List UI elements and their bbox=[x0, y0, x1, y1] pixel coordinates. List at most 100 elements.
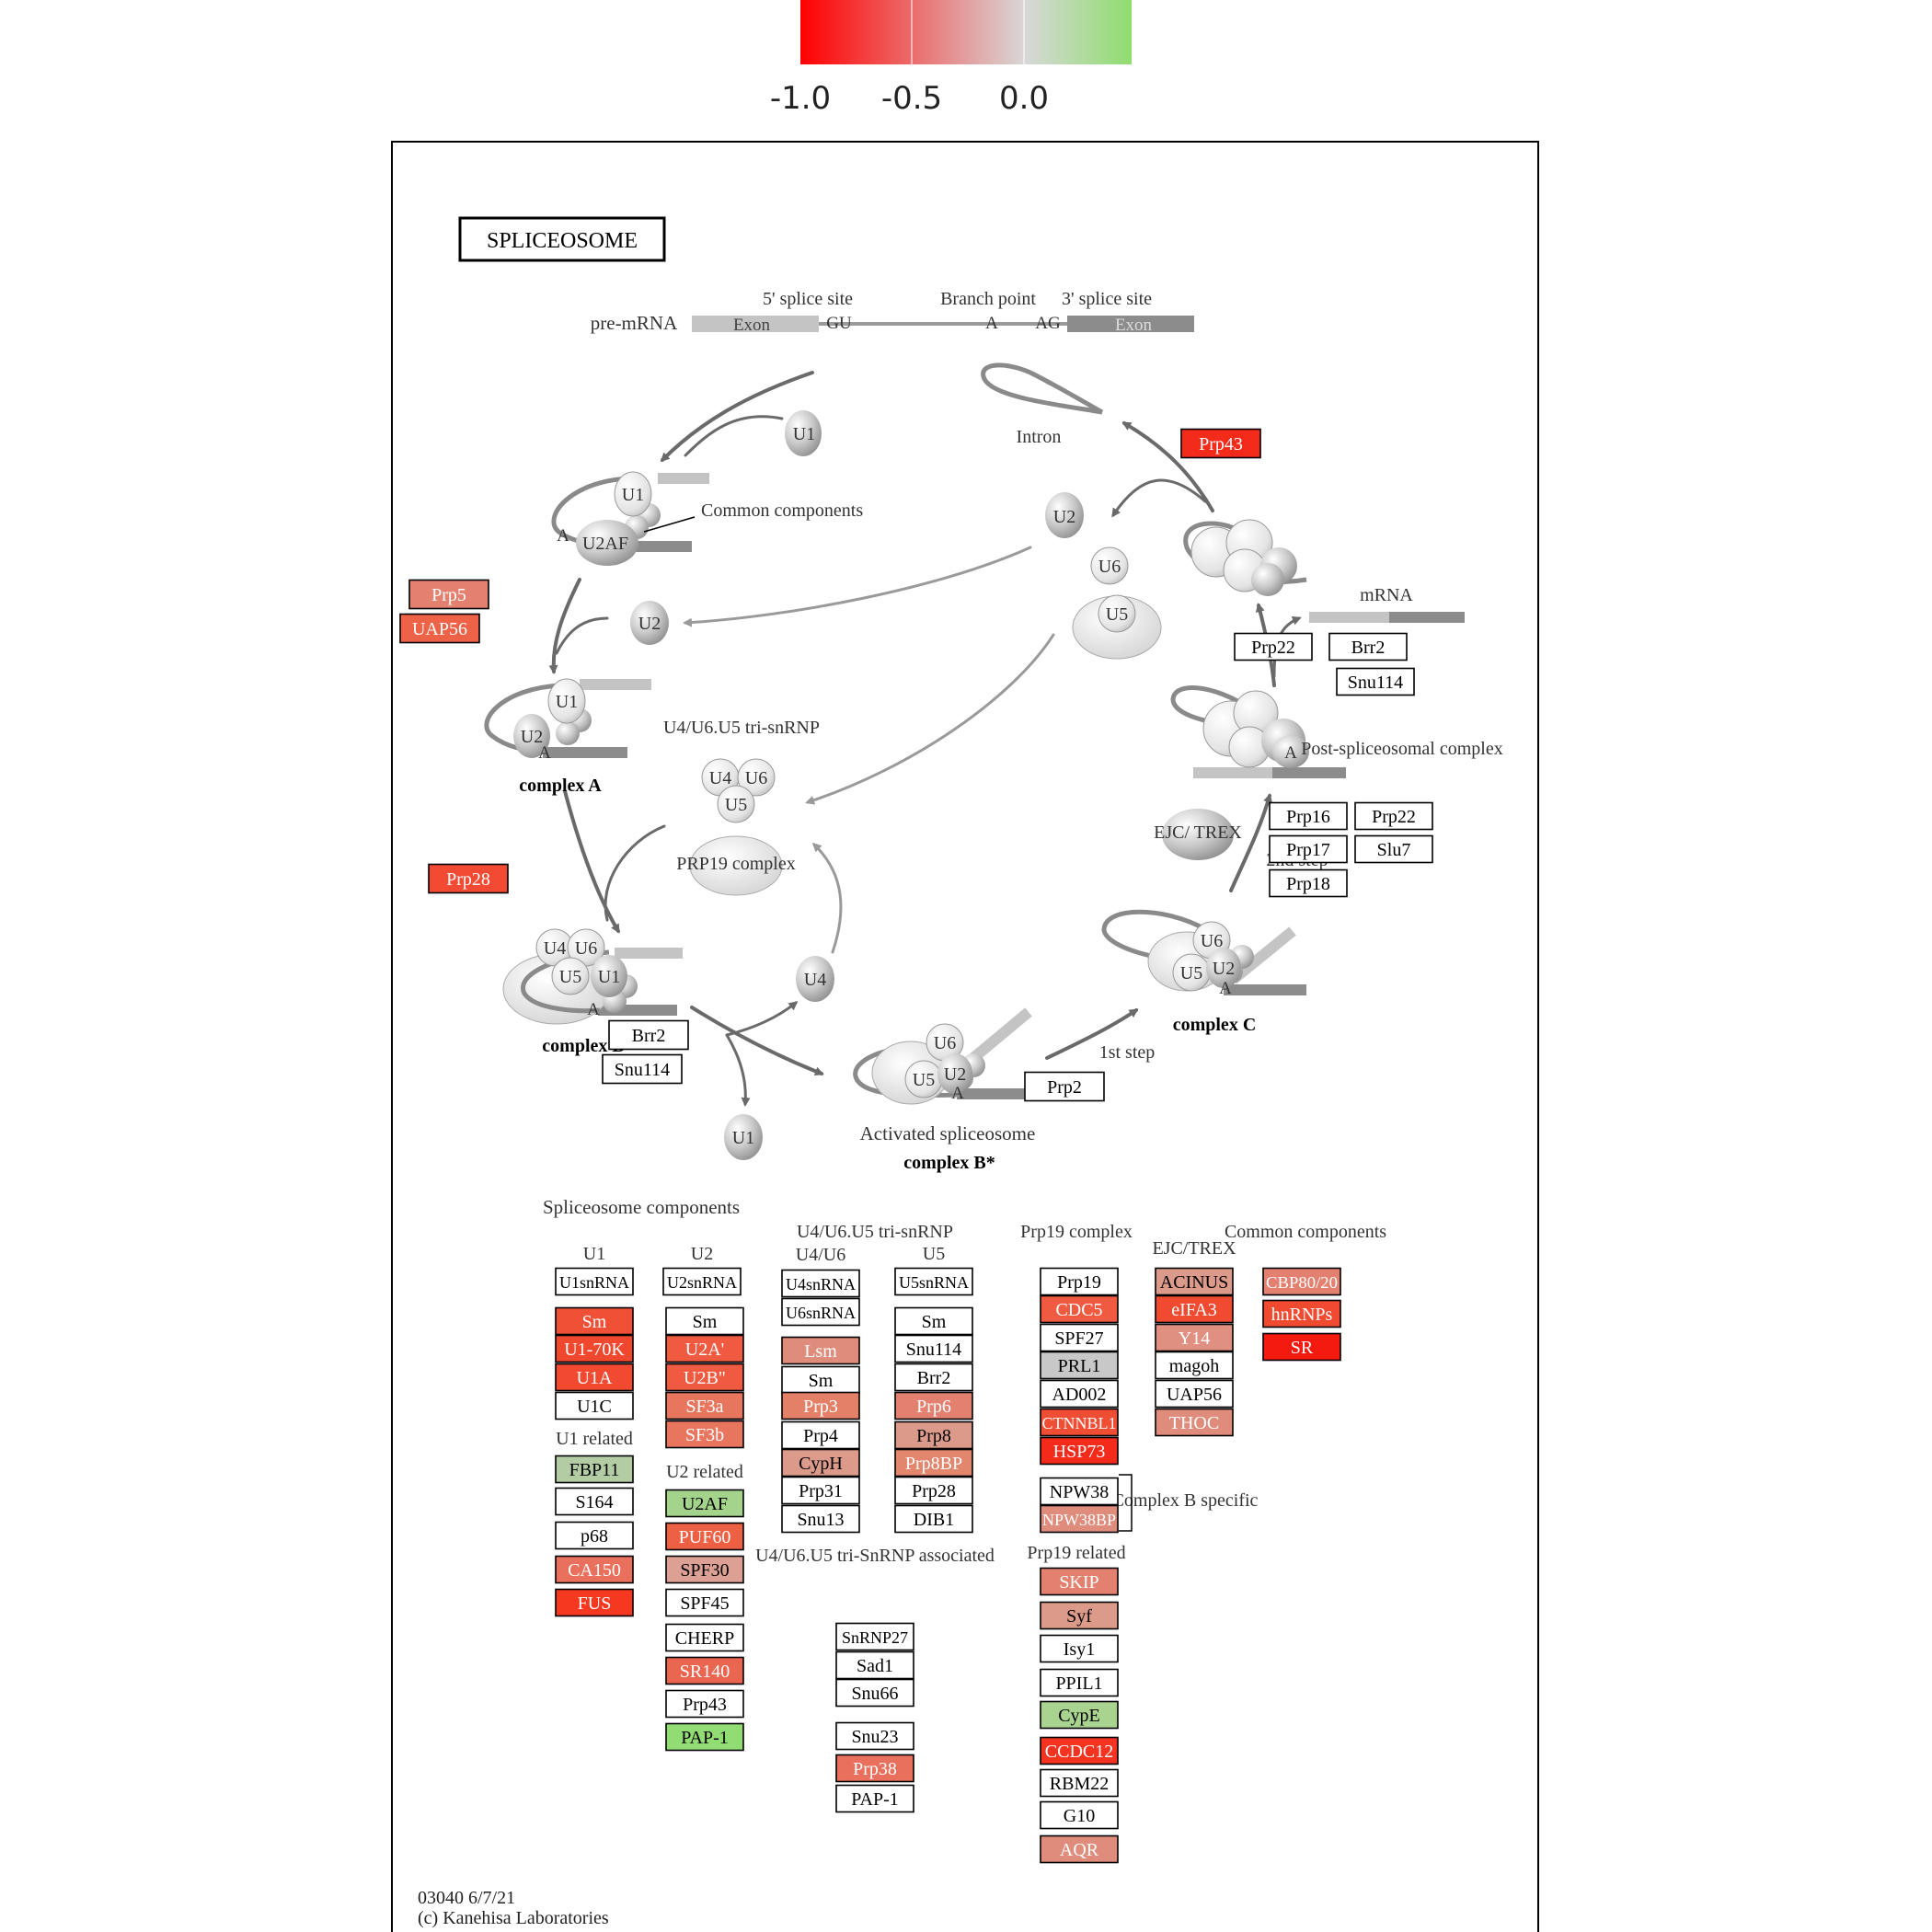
gene-node[interactable]: SR bbox=[1262, 1332, 1341, 1362]
gene-node[interactable]: NPW38 bbox=[1040, 1477, 1119, 1506]
gene-node-box[interactable] bbox=[835, 1754, 914, 1783]
gene-node[interactable]: G10 bbox=[1040, 1800, 1119, 1830]
gene-node[interactable]: Brr2 bbox=[1328, 632, 1408, 661]
gene-node[interactable]: Prp43 bbox=[665, 1689, 744, 1719]
gene-node-box[interactable] bbox=[1354, 834, 1433, 864]
gene-node[interactable]: Snu114 bbox=[1336, 667, 1415, 696]
gene-node-box[interactable] bbox=[835, 1678, 914, 1708]
gene-node-box[interactable] bbox=[1040, 1294, 1119, 1324]
gene-node[interactable]: Prp28 bbox=[428, 863, 509, 894]
gene-node[interactable]: HSP73 bbox=[1040, 1436, 1119, 1466]
gene-node[interactable]: Y14 bbox=[1155, 1323, 1234, 1352]
gene-node[interactable]: S164 bbox=[555, 1487, 634, 1516]
gene-node-box[interactable] bbox=[894, 1448, 973, 1478]
gene-node-box[interactable] bbox=[1336, 667, 1415, 696]
gene-node[interactable]: Prp22 bbox=[1354, 801, 1433, 831]
gene-node[interactable]: PAP-1 bbox=[665, 1722, 744, 1752]
gene-node[interactable]: NPW38BP bbox=[1040, 1504, 1119, 1534]
gene-node[interactable]: Prp19 bbox=[1040, 1267, 1119, 1296]
gene-node[interactable]: Lsm bbox=[781, 1336, 860, 1365]
gene-node-box[interactable] bbox=[1328, 632, 1408, 661]
gene-node-box[interactable] bbox=[781, 1297, 860, 1327]
gene-node-box[interactable] bbox=[555, 1521, 634, 1550]
gene-node-box[interactable] bbox=[1354, 801, 1433, 831]
gene-node[interactable]: Brr2 bbox=[608, 1019, 689, 1051]
gene-node-box[interactable] bbox=[665, 1420, 744, 1449]
gene-node-box[interactable] bbox=[1155, 1267, 1234, 1296]
gene-node-box[interactable] bbox=[1040, 1634, 1119, 1663]
gene-node-box[interactable] bbox=[781, 1420, 860, 1450]
gene-node-box[interactable] bbox=[1262, 1299, 1341, 1328]
gene-node[interactable]: PAP-1 bbox=[835, 1784, 914, 1813]
gene-node-box[interactable] bbox=[665, 1722, 744, 1752]
gene-node[interactable]: SKIP bbox=[1040, 1567, 1119, 1596]
gene-node[interactable]: THOC bbox=[1155, 1408, 1234, 1437]
gene-node-box[interactable] bbox=[1024, 1071, 1105, 1102]
gene-node-box[interactable] bbox=[894, 1306, 973, 1336]
gene-node[interactable]: Syf bbox=[1040, 1601, 1119, 1630]
gene-node-box[interactable] bbox=[1040, 1436, 1119, 1466]
gene-node[interactable]: Brr2 bbox=[894, 1363, 973, 1392]
gene-node-box[interactable] bbox=[1155, 1294, 1234, 1324]
gene-node[interactable]: magoh bbox=[1155, 1351, 1234, 1380]
gene-node[interactable]: Prp22 bbox=[1234, 632, 1313, 661]
gene-node-box[interactable] bbox=[1155, 1323, 1234, 1352]
gene-node[interactable]: DIB1 bbox=[894, 1504, 973, 1534]
gene-node-box[interactable] bbox=[1269, 801, 1348, 831]
gene-node[interactable]: Prp28 bbox=[894, 1476, 973, 1505]
gene-node-box[interactable] bbox=[665, 1522, 744, 1551]
gene-node[interactable]: SPF27 bbox=[1040, 1323, 1119, 1352]
gene-node-box[interactable] bbox=[408, 579, 489, 610]
gene-node-box[interactable] bbox=[555, 1391, 634, 1420]
gene-node[interactable]: UAP56 bbox=[1155, 1379, 1234, 1409]
gene-node-box[interactable] bbox=[894, 1420, 973, 1450]
gene-node[interactable]: Slu7 bbox=[1354, 834, 1433, 864]
gene-node[interactable]: ACINUS bbox=[1155, 1267, 1234, 1296]
gene-node-box[interactable] bbox=[555, 1588, 634, 1617]
gene-node-box[interactable] bbox=[781, 1269, 860, 1298]
gene-node[interactable]: Prp43 bbox=[1180, 428, 1261, 459]
gene-node[interactable]: CTNNBL1 bbox=[1040, 1408, 1119, 1437]
gene-node[interactable]: Isy1 bbox=[1040, 1634, 1119, 1663]
gene-node-box[interactable] bbox=[1040, 1736, 1119, 1765]
gene-node-box[interactable] bbox=[555, 1487, 634, 1516]
gene-node[interactable]: Prp31 bbox=[781, 1476, 860, 1505]
gene-node[interactable]: Snu13 bbox=[781, 1504, 860, 1534]
gene-node[interactable]: PRL1 bbox=[1040, 1351, 1119, 1380]
gene-node-box[interactable] bbox=[555, 1267, 634, 1296]
gene-node-box[interactable] bbox=[1269, 868, 1348, 898]
gene-node[interactable]: U2AF bbox=[665, 1489, 744, 1518]
gene-node[interactable]: Snu23 bbox=[835, 1721, 914, 1751]
gene-node-box[interactable] bbox=[835, 1650, 914, 1680]
gene-node-box[interactable] bbox=[1040, 1504, 1119, 1534]
gene-node[interactable]: Prp17 bbox=[1269, 834, 1348, 864]
gene-node[interactable]: SR140 bbox=[665, 1656, 744, 1685]
gene-node[interactable]: Prp8 bbox=[894, 1420, 973, 1450]
gene-node-box[interactable] bbox=[665, 1334, 744, 1363]
gene-node[interactable]: Prp8BP bbox=[894, 1448, 973, 1478]
gene-node-box[interactable] bbox=[665, 1391, 744, 1420]
gene-node-box[interactable] bbox=[781, 1336, 860, 1365]
gene-node[interactable]: CypE bbox=[1040, 1700, 1119, 1730]
gene-node[interactable]: Snu114 bbox=[894, 1334, 973, 1363]
gene-node[interactable]: CA150 bbox=[555, 1555, 634, 1584]
gene-node-box[interactable] bbox=[602, 1053, 683, 1085]
gene-node[interactable]: CDC5 bbox=[1040, 1294, 1119, 1324]
gene-node-box[interactable] bbox=[1040, 1477, 1119, 1506]
gene-node-box[interactable] bbox=[555, 1455, 634, 1484]
gene-node[interactable]: CCDC12 bbox=[1040, 1736, 1119, 1765]
gene-node[interactable]: U1-70K bbox=[555, 1334, 634, 1363]
gene-node-box[interactable] bbox=[555, 1334, 634, 1363]
gene-node[interactable]: Prp6 bbox=[894, 1391, 973, 1420]
gene-node-box[interactable] bbox=[781, 1476, 860, 1505]
gene-node-box[interactable] bbox=[662, 1267, 742, 1296]
gene-node[interactable]: hnRNPs bbox=[1262, 1299, 1341, 1328]
gene-node-box[interactable] bbox=[894, 1476, 973, 1505]
gene-node[interactable]: Snu114 bbox=[602, 1053, 683, 1085]
gene-node[interactable]: Sm bbox=[894, 1306, 973, 1336]
gene-node-box[interactable] bbox=[1180, 428, 1261, 459]
gene-node-box[interactable] bbox=[894, 1504, 973, 1534]
gene-node-box[interactable] bbox=[781, 1448, 860, 1478]
gene-node-box[interactable] bbox=[894, 1334, 973, 1363]
gene-node-box[interactable] bbox=[608, 1019, 689, 1051]
